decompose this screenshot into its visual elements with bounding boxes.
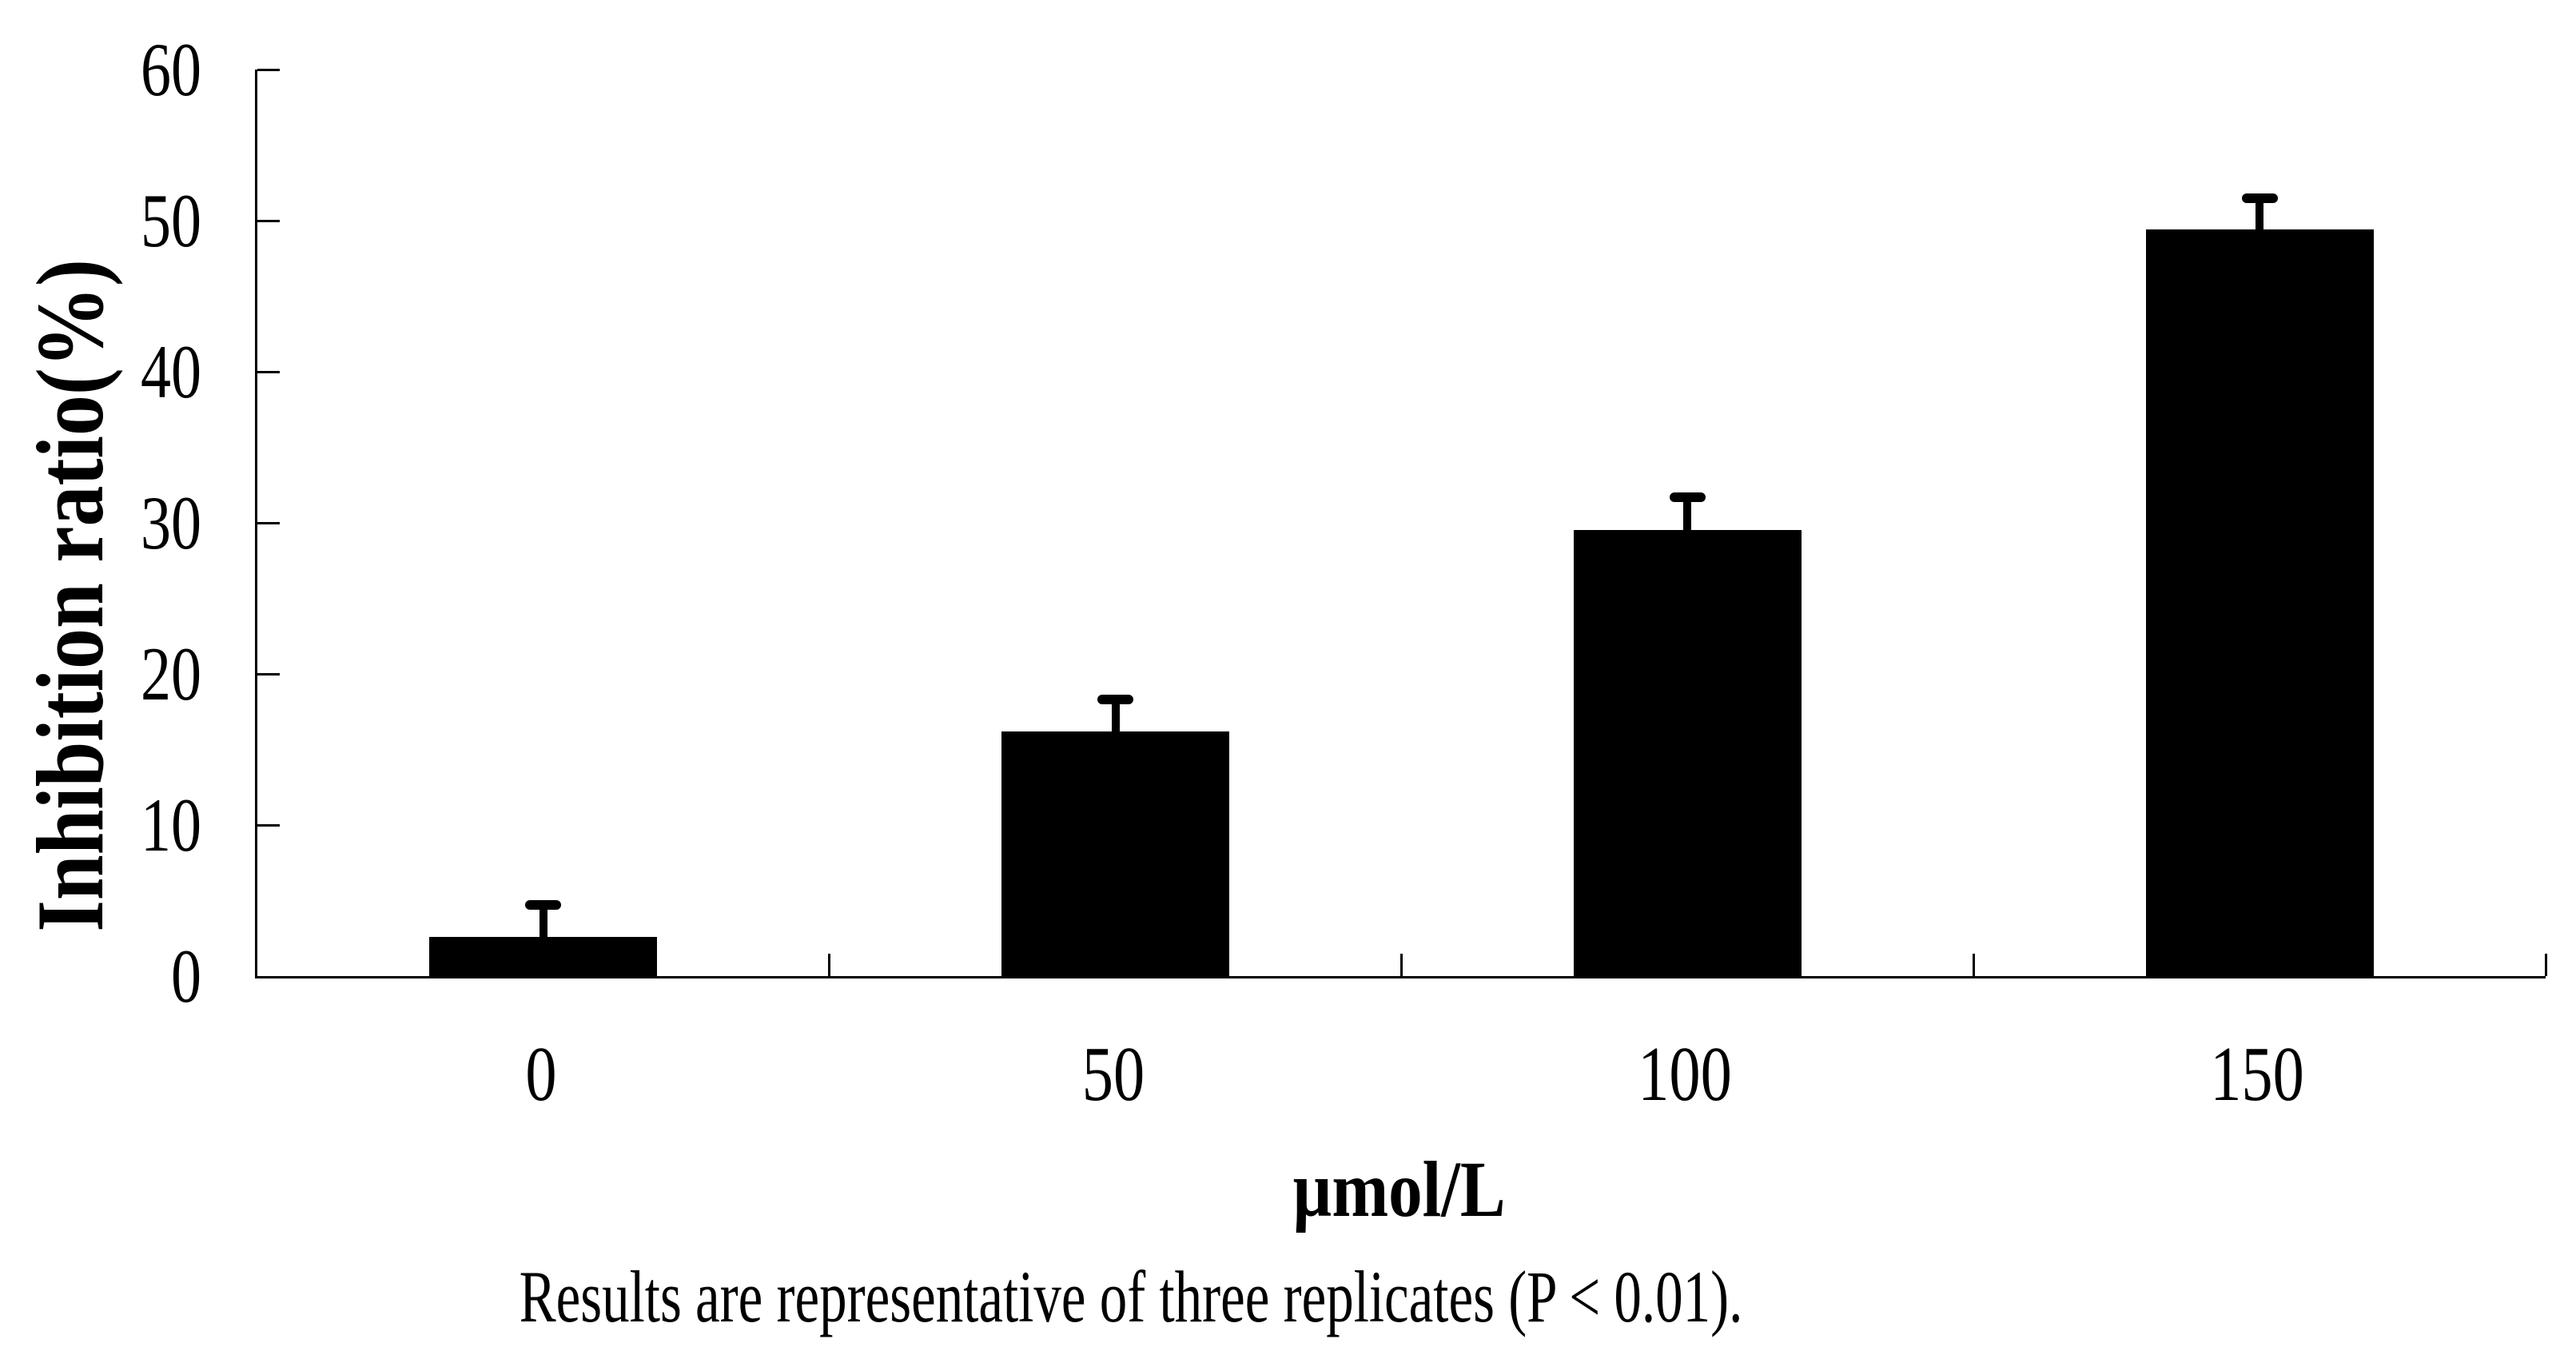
plot-area	[255, 68, 2547, 978]
error-bar-cap	[1669, 492, 1706, 502]
bar	[429, 936, 658, 976]
bar	[2145, 229, 2374, 976]
x-axis-title: µmol/L	[1292, 1145, 1506, 1233]
x-tick	[828, 954, 831, 976]
error-bar-stem	[1683, 496, 1692, 531]
bar	[1001, 731, 1230, 976]
y-tick-label: 20	[141, 631, 201, 716]
error-bar-stem	[539, 905, 547, 937]
y-tick-label: 60	[141, 26, 201, 112]
error-bar-stem	[1111, 699, 1120, 731]
x-tick-label: 0	[525, 1031, 557, 1118]
y-tick	[257, 521, 280, 524]
y-tick	[257, 68, 280, 71]
x-tick	[1400, 954, 1403, 976]
error-bar-cap	[2241, 193, 2278, 203]
y-tick	[257, 672, 280, 676]
x-tick	[1972, 954, 1975, 976]
x-tick	[2544, 954, 2547, 976]
error-bar-cap	[525, 900, 562, 911]
error-bar-stem	[2255, 197, 2264, 230]
x-tick-label: 150	[2210, 1031, 2304, 1118]
y-tick-label: 10	[141, 782, 201, 867]
y-tick-label: 50	[141, 177, 201, 263]
y-tick-label: 40	[141, 329, 201, 414]
figure-caption: Results are representative of three repl…	[519, 1256, 1743, 1337]
y-tick	[257, 823, 280, 827]
y-tick	[257, 219, 280, 222]
x-tick-label: 50	[1081, 1031, 1145, 1118]
y-tick-label: 30	[141, 480, 201, 565]
x-tick-label: 100	[1638, 1031, 1733, 1118]
y-tick	[257, 370, 280, 373]
error-bar-cap	[1097, 695, 1134, 705]
y-tick-label: 0	[171, 933, 201, 1018]
bar	[1573, 530, 1802, 976]
